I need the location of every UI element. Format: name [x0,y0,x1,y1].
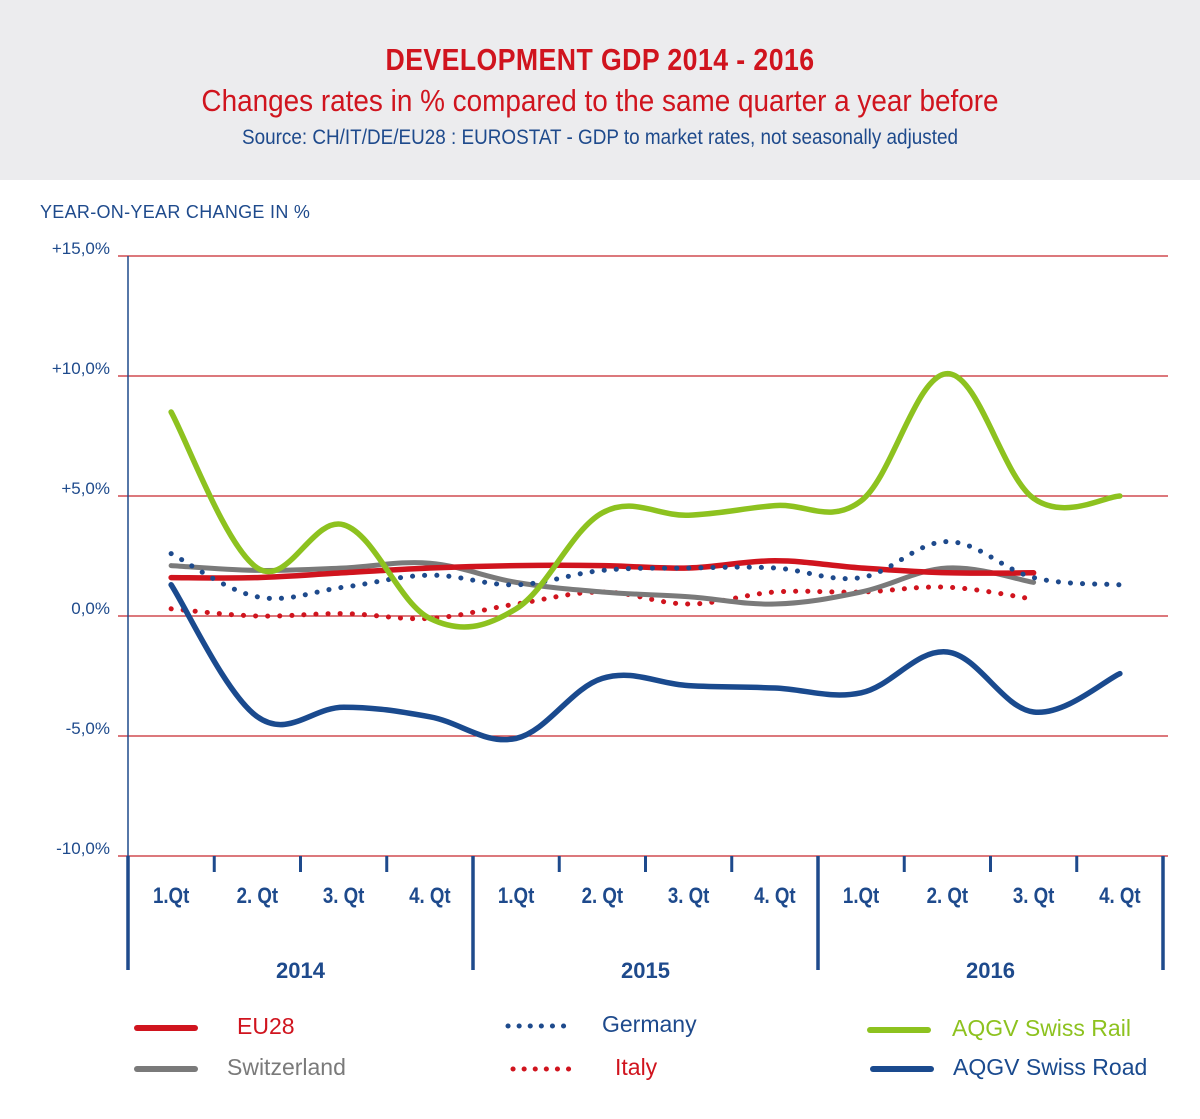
series-line-germany [168,539,1123,601]
quarter-label: 4. Qt [754,885,796,909]
y-tick-label: -5,0% [66,719,110,738]
chart-title: DEVELOPMENT GDP 2014 - 2016 [385,42,815,77]
x-tick-labels: 1.Qt 2. Qt 3. Qt 4. Qt 1.Qt 2. Qt 3. Qt 4. Qt 1.… [153,885,1141,983]
quarter-label: 1.Qt [843,885,880,909]
y-axis-title: YEAR-ON-YEAR CHANGE IN % [40,202,311,222]
quarter-label: 3. Qt [1013,885,1055,909]
legend-label-eu28: EU28 [237,1013,295,1039]
quarter-label: 4. Qt [409,885,451,909]
quarter-label: 1.Qt [498,885,535,909]
legend-label-germany: Germany [602,1011,697,1037]
year-label: 2016 [966,958,1015,983]
quarter-label: 3. Qt [668,885,710,909]
gridlines [118,255,1168,857]
series-line-rail [168,370,1123,630]
line-chart: +15,0% +10,0% +5,0% 0,0% -5,0% -10,0% 1.Qt 2. … [52,239,1168,983]
series-line-switzerland [168,560,1037,607]
year-label: 2014 [276,958,326,983]
year-label: 2015 [621,958,670,983]
y-tick-label: 0,0% [71,599,110,618]
chart-header: DEVELOPMENT GDP 2014 - 2016 Changes rate… [0,0,1200,180]
quarter-label: 2. Qt [237,885,279,909]
quarter-label: 1.Qt [153,885,190,909]
chart-source: Source: CH/IT/DE/EU28 : EUROSTAT - GDP t… [241,126,959,149]
legend-label-road: AQGV Swiss Road [953,1054,1148,1080]
y-tick-label: +15,0% [52,239,110,258]
series-line-road [168,582,1123,743]
y-tick-label: -10,0% [56,839,110,858]
legend-label-rail: AQGV Swiss Rail [952,1015,1131,1041]
series-lines [168,370,1123,743]
legend-label-switzerland: Switzerland [227,1054,346,1080]
y-tick-label: +5,0% [61,479,110,498]
quarter-label: 4. Qt [1099,885,1141,909]
y-tick-labels: +15,0% +10,0% +5,0% 0,0% -5,0% -10,0% [52,239,110,858]
axes [126,256,1165,970]
y-tick-label: +10,0% [52,359,110,378]
quarter-label: 3. Qt [323,885,365,909]
legend-label-italy: Italy [615,1054,658,1080]
chart-subtitle: Changes rates in % compared to the same … [201,83,999,118]
quarter-label: 2. Qt [927,885,969,909]
quarter-label: 2. Qt [582,885,624,909]
series-line-eu28 [168,558,1037,581]
